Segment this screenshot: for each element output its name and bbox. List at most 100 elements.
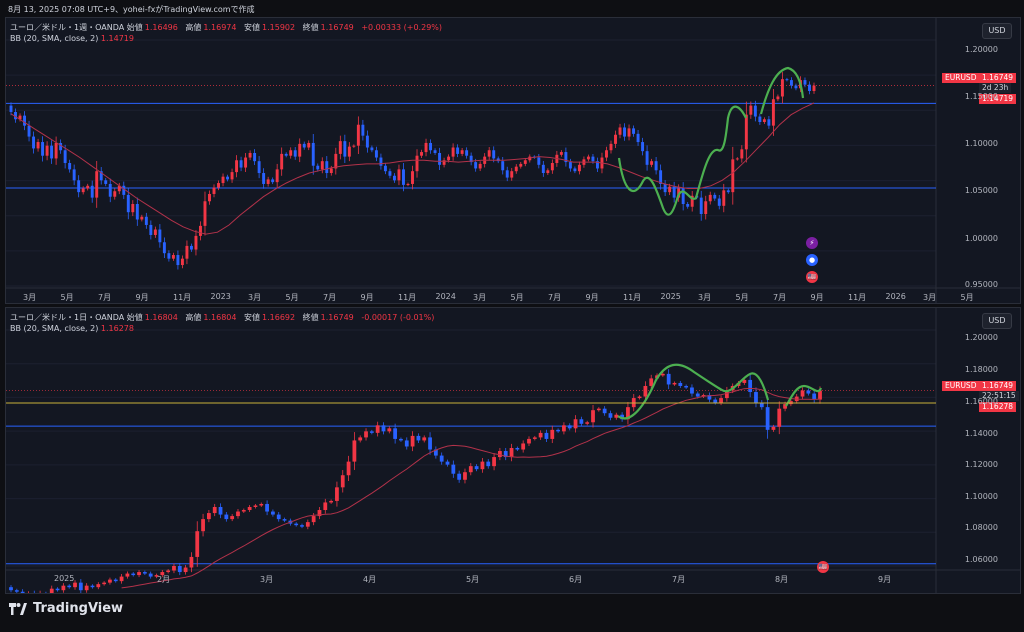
x-tick: 8月 — [775, 575, 789, 584]
candle-up — [154, 575, 159, 577]
y-tick: 1.18000 — [964, 365, 998, 374]
daily-legend-indicator[interactable]: BB (20, SMA, close, 2) 1.16278 — [10, 324, 134, 333]
candle-down — [608, 413, 613, 418]
candle-down — [439, 455, 444, 462]
currency-button[interactable]: USD — [982, 313, 1012, 329]
candle-up — [131, 204, 135, 213]
currency-button[interactable]: USD — [982, 23, 1012, 39]
weekly-legend-ohlc: ユーロ／米ドル・1週・OANDA 始値 1.16496 高値 1.16974 安値 1… — [10, 22, 442, 33]
candle-down — [812, 393, 817, 400]
candle-down — [311, 142, 315, 166]
x-tick: 3月 — [473, 293, 487, 302]
y-tick: 0.95000 — [964, 280, 998, 289]
us-flag-event-icon[interactable]: 🇺🇸 — [817, 561, 829, 573]
candle-up — [320, 161, 324, 170]
x-tick: 9月 — [810, 293, 824, 302]
x-tick: 7月 — [548, 293, 562, 302]
x-tick: 11月 — [173, 293, 192, 302]
candle-up — [102, 582, 107, 585]
x-tick: 7月 — [672, 575, 686, 584]
candle-down — [392, 175, 396, 181]
candle-up — [509, 448, 514, 458]
candle-up — [800, 390, 805, 397]
tradingview-brand[interactable]: TradingView — [8, 601, 123, 616]
candle-down — [623, 127, 626, 137]
chart-pane-daily[interactable]: ユーロ／米ドル・1日・OANDA 始値 1.16804 高値 1.16804 安値 1… — [5, 307, 1021, 594]
candle-down — [505, 170, 509, 178]
candle-down — [681, 188, 685, 204]
candle-up — [230, 172, 234, 180]
symbol-tag: EURUSD — [942, 381, 980, 391]
candle-down — [758, 116, 762, 122]
y-tick: 1.10000 — [964, 139, 998, 148]
indicator-label: BB (20, SMA, close, 2) — [10, 34, 99, 43]
lightning-event-icon[interactable]: ⚡ — [806, 237, 818, 249]
candle-down — [271, 511, 275, 515]
daily-chart-canvas[interactable] — [6, 308, 1020, 593]
countdown-tag: 2d 23h — [979, 83, 1012, 93]
candle-up — [637, 396, 642, 399]
candle-down — [14, 590, 19, 592]
candle-down — [765, 407, 770, 430]
candle-down — [474, 466, 479, 470]
candle-down — [78, 582, 83, 591]
x-tick: 6月 — [569, 575, 583, 584]
capture-header: 8月 13, 2025 07:08 UTC+9、yohei-fxがTrading… — [8, 5, 255, 14]
candle-down — [416, 435, 421, 441]
candle-up — [614, 414, 619, 418]
x-tick: 5月 — [285, 293, 299, 302]
candle-down — [695, 393, 700, 397]
candle-down — [59, 142, 63, 151]
candle-up — [463, 472, 467, 480]
us-flag-event-icon[interactable]: 🇺🇸 — [806, 271, 818, 283]
candle-up — [818, 390, 822, 400]
candle-up — [221, 176, 225, 184]
weekly-chart-canvas[interactable] — [6, 18, 1020, 303]
candle-down — [556, 429, 560, 432]
candle-up — [708, 194, 712, 202]
candle-up — [199, 225, 202, 236]
candle-down — [645, 151, 649, 165]
highlight-curve — [759, 66, 805, 115]
dividend-event-icon[interactable]: ● — [806, 254, 818, 266]
candle-down — [469, 155, 473, 163]
candle-up — [352, 440, 357, 462]
candle-down — [284, 153, 288, 156]
y-tick: 1.06000 — [964, 555, 998, 564]
chart-pane-weekly[interactable]: ユーロ／米ドル・1週・OANDA 始値 1.16496 高値 1.16974 安値 1… — [5, 17, 1021, 304]
weekly-legend-indicator[interactable]: BB (20, SMA, close, 2) 1.14719 — [10, 34, 134, 43]
indicator-value: 1.14719 — [100, 34, 134, 43]
y-tick: 1.20000 — [964, 333, 998, 342]
open-label: 始値 — [126, 313, 143, 322]
x-tick: 11月 — [398, 293, 417, 302]
price-tag: 1.16749 — [979, 381, 1017, 391]
candle-down — [785, 79, 789, 81]
candle-down — [501, 161, 505, 171]
candle-up — [460, 150, 464, 154]
x-tick: 2025 — [54, 574, 75, 583]
candle-up — [84, 585, 89, 591]
candle-up — [498, 451, 502, 458]
tradingview-logo-icon — [9, 602, 27, 615]
candle-up — [550, 429, 555, 439]
y-tick: 1.12000 — [964, 460, 998, 469]
candle-up — [722, 190, 726, 206]
candle-down — [282, 519, 287, 521]
candle-up — [195, 531, 200, 557]
candle-down — [659, 170, 663, 184]
candle-down — [759, 402, 764, 408]
candle-down — [316, 165, 320, 170]
candle-up — [411, 171, 414, 184]
candle-down — [20, 591, 25, 593]
high-value: 1.16804 — [203, 313, 237, 322]
candle-down — [257, 161, 261, 174]
change-value: -0.00017 (-0.01%) — [361, 313, 435, 322]
price-tag: 1.16749 — [979, 73, 1017, 83]
candle-up — [248, 152, 252, 158]
candle-up — [247, 507, 252, 511]
candle-up — [614, 134, 617, 144]
candle-up — [317, 510, 322, 517]
candle-down — [131, 573, 136, 576]
candle-up — [180, 258, 184, 266]
candle-down — [167, 253, 171, 259]
